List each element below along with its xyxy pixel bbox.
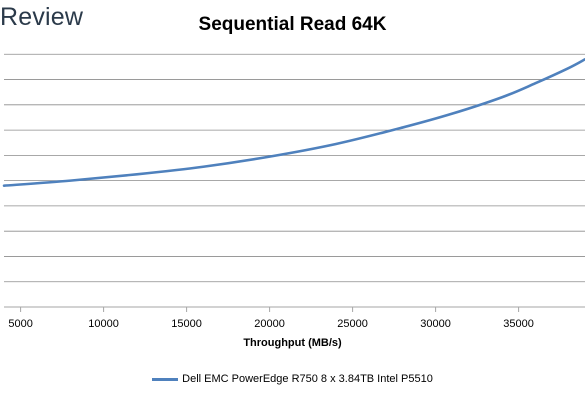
legend-swatch (152, 377, 179, 381)
x-axis-label: Throughput (MB/s) (243, 337, 342, 349)
series-line (2, 58, 585, 187)
x-tick-labels: 5000 10000 15000 20000 25000 30000 35000 (8, 318, 534, 330)
chart-title: Sequential Read 64K (198, 14, 387, 35)
x-axis (4, 306, 585, 312)
legend: Dell EMC PowerEdge R750 8 x 3.84TB Intel… (0, 373, 585, 385)
x-tick-label: 25000 (337, 318, 368, 330)
x-tick-label: 15000 (171, 318, 202, 330)
legend-label: Dell EMC PowerEdge R750 8 x 3.84TB Intel… (182, 373, 433, 385)
x-tick-label: 30000 (420, 318, 451, 330)
x-tick-label: 20000 (254, 318, 285, 330)
gridlines (4, 53, 585, 283)
x-tick-label: 5000 (8, 318, 32, 330)
x-tick-label: 35000 (503, 318, 534, 330)
series-lines (2, 58, 585, 187)
x-tick-label: 10000 (88, 318, 119, 330)
brand-logo-text: Review (0, 3, 84, 31)
